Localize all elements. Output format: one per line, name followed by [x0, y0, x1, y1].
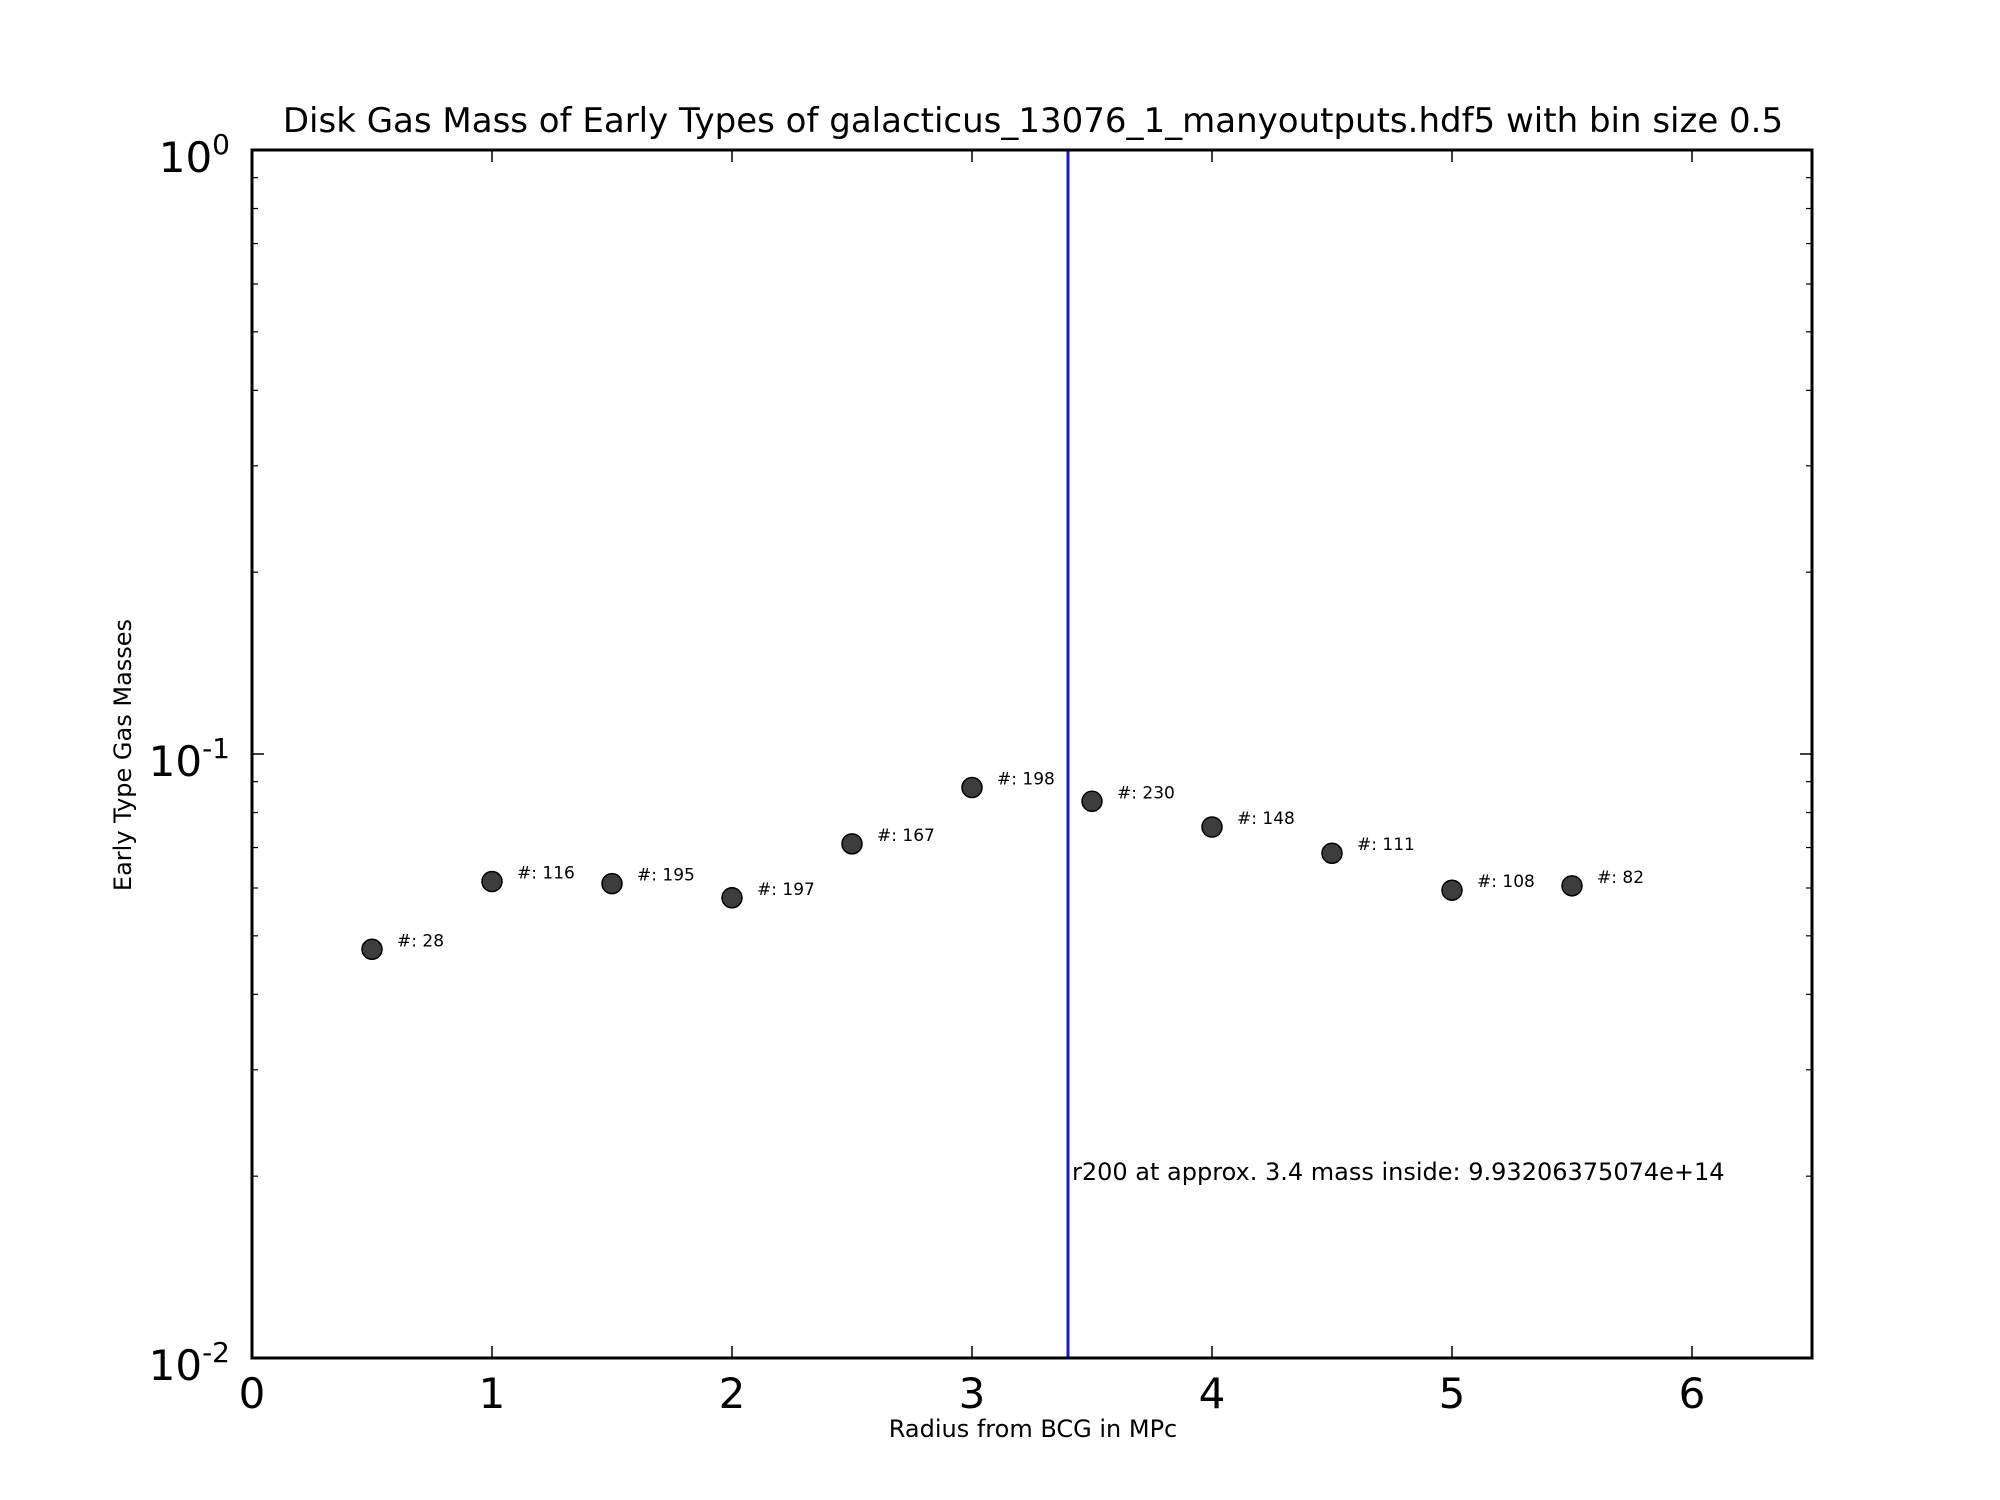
y-tick-label: 10-1: [149, 732, 230, 786]
data-point: [841, 833, 863, 855]
data-label: #: 167: [877, 826, 935, 846]
x-tick-label: 2: [719, 1369, 746, 1418]
y-tick-label: 10-2: [149, 1336, 230, 1390]
x-tick-label: 5: [1439, 1369, 1466, 1418]
y-tick-label: 100: [159, 128, 230, 182]
data-label: #: 28: [397, 931, 444, 951]
chart-title: Disk Gas Mass of Early Types of galactic…: [283, 101, 1783, 141]
data-point: [1561, 875, 1583, 897]
x-tick-label: 4: [1199, 1369, 1226, 1418]
data-label: #: 111: [1357, 835, 1415, 855]
data-point: [481, 870, 503, 893]
x-axis-label: Radius from BCG in MPc: [889, 1415, 1178, 1443]
data-label: #: 230: [1117, 783, 1175, 803]
data-label: #: 198: [997, 770, 1055, 790]
data-point: [721, 887, 743, 909]
x-tick-label: 3: [959, 1369, 986, 1418]
data-label: #: 108: [1477, 872, 1535, 892]
data-label: #: 197: [757, 880, 815, 900]
data-label: #: 195: [637, 866, 695, 886]
data-point: [601, 872, 623, 895]
r200-annotation: r200 at approx. 3.4 mass inside: 9.93206…: [1072, 1158, 1725, 1186]
data-label: #: 116: [517, 864, 575, 884]
data-point: [1321, 842, 1343, 864]
data-point: [361, 938, 383, 961]
y-axis-label: Early Type Gas Masses: [109, 619, 137, 891]
x-tick-label: 0: [239, 1369, 266, 1418]
data-point: [961, 776, 983, 799]
x-tick-label: 1: [479, 1369, 506, 1418]
plot-area: 0 1 2 3 4 5 6 100 10-1 10-2 #: 28 #: 116 #: 195 #: 19…: [149, 128, 1814, 1418]
data-label: #: 148: [1237, 809, 1295, 829]
data-point: [1201, 816, 1223, 838]
data-label: #: 82: [1597, 868, 1644, 888]
data-point: [1441, 879, 1463, 901]
x-tick-label: 6: [1679, 1369, 1706, 1418]
data-point: [1081, 790, 1103, 813]
